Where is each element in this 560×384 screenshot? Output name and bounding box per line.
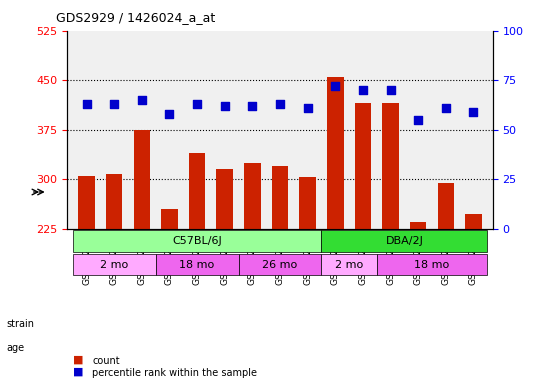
FancyBboxPatch shape (377, 254, 487, 275)
FancyBboxPatch shape (321, 230, 487, 252)
Point (276, 101, 284, 107)
Bar (327, 77, 344, 229)
Point (441, 105, 450, 111)
Text: strain: strain (7, 319, 35, 329)
FancyBboxPatch shape (73, 254, 156, 275)
FancyBboxPatch shape (239, 254, 321, 275)
FancyBboxPatch shape (73, 230, 321, 252)
Text: 2 mo: 2 mo (335, 260, 363, 270)
Point (220, 103, 229, 109)
FancyBboxPatch shape (321, 254, 377, 275)
Point (193, 101, 202, 107)
Bar (300, 177, 316, 229)
Text: 26 mo: 26 mo (263, 260, 297, 270)
Point (469, 109, 478, 115)
Bar (354, 103, 371, 229)
Point (303, 105, 312, 111)
Bar (465, 214, 482, 229)
Text: DBA/2J: DBA/2J (385, 236, 423, 246)
Text: GDS2929 / 1426024_a_at: GDS2929 / 1426024_a_at (56, 11, 215, 24)
Bar (133, 130, 150, 229)
Text: ■: ■ (73, 366, 83, 376)
Point (358, 87, 367, 93)
Point (82, 101, 91, 107)
Bar (244, 163, 260, 229)
Point (110, 101, 119, 107)
Bar (410, 222, 427, 229)
Point (137, 97, 146, 103)
Text: age: age (7, 343, 25, 353)
Bar (106, 174, 123, 229)
Text: percentile rank within the sample: percentile rank within the sample (92, 367, 258, 377)
Bar (216, 169, 233, 229)
Bar (272, 166, 288, 229)
Point (165, 111, 174, 117)
Bar (78, 176, 95, 229)
Text: 18 mo: 18 mo (179, 260, 214, 270)
Point (331, 83, 340, 89)
Point (248, 103, 257, 109)
FancyBboxPatch shape (156, 254, 239, 275)
Text: count: count (92, 356, 120, 366)
Bar (189, 153, 206, 229)
Text: 18 mo: 18 mo (414, 260, 450, 270)
Text: C57BL/6J: C57BL/6J (172, 236, 222, 246)
Point (386, 87, 395, 93)
Point (414, 117, 423, 123)
Bar (161, 209, 178, 229)
Text: 2 mo: 2 mo (100, 260, 128, 270)
Bar (382, 103, 399, 229)
Bar (437, 183, 454, 229)
Text: ■: ■ (73, 355, 83, 365)
